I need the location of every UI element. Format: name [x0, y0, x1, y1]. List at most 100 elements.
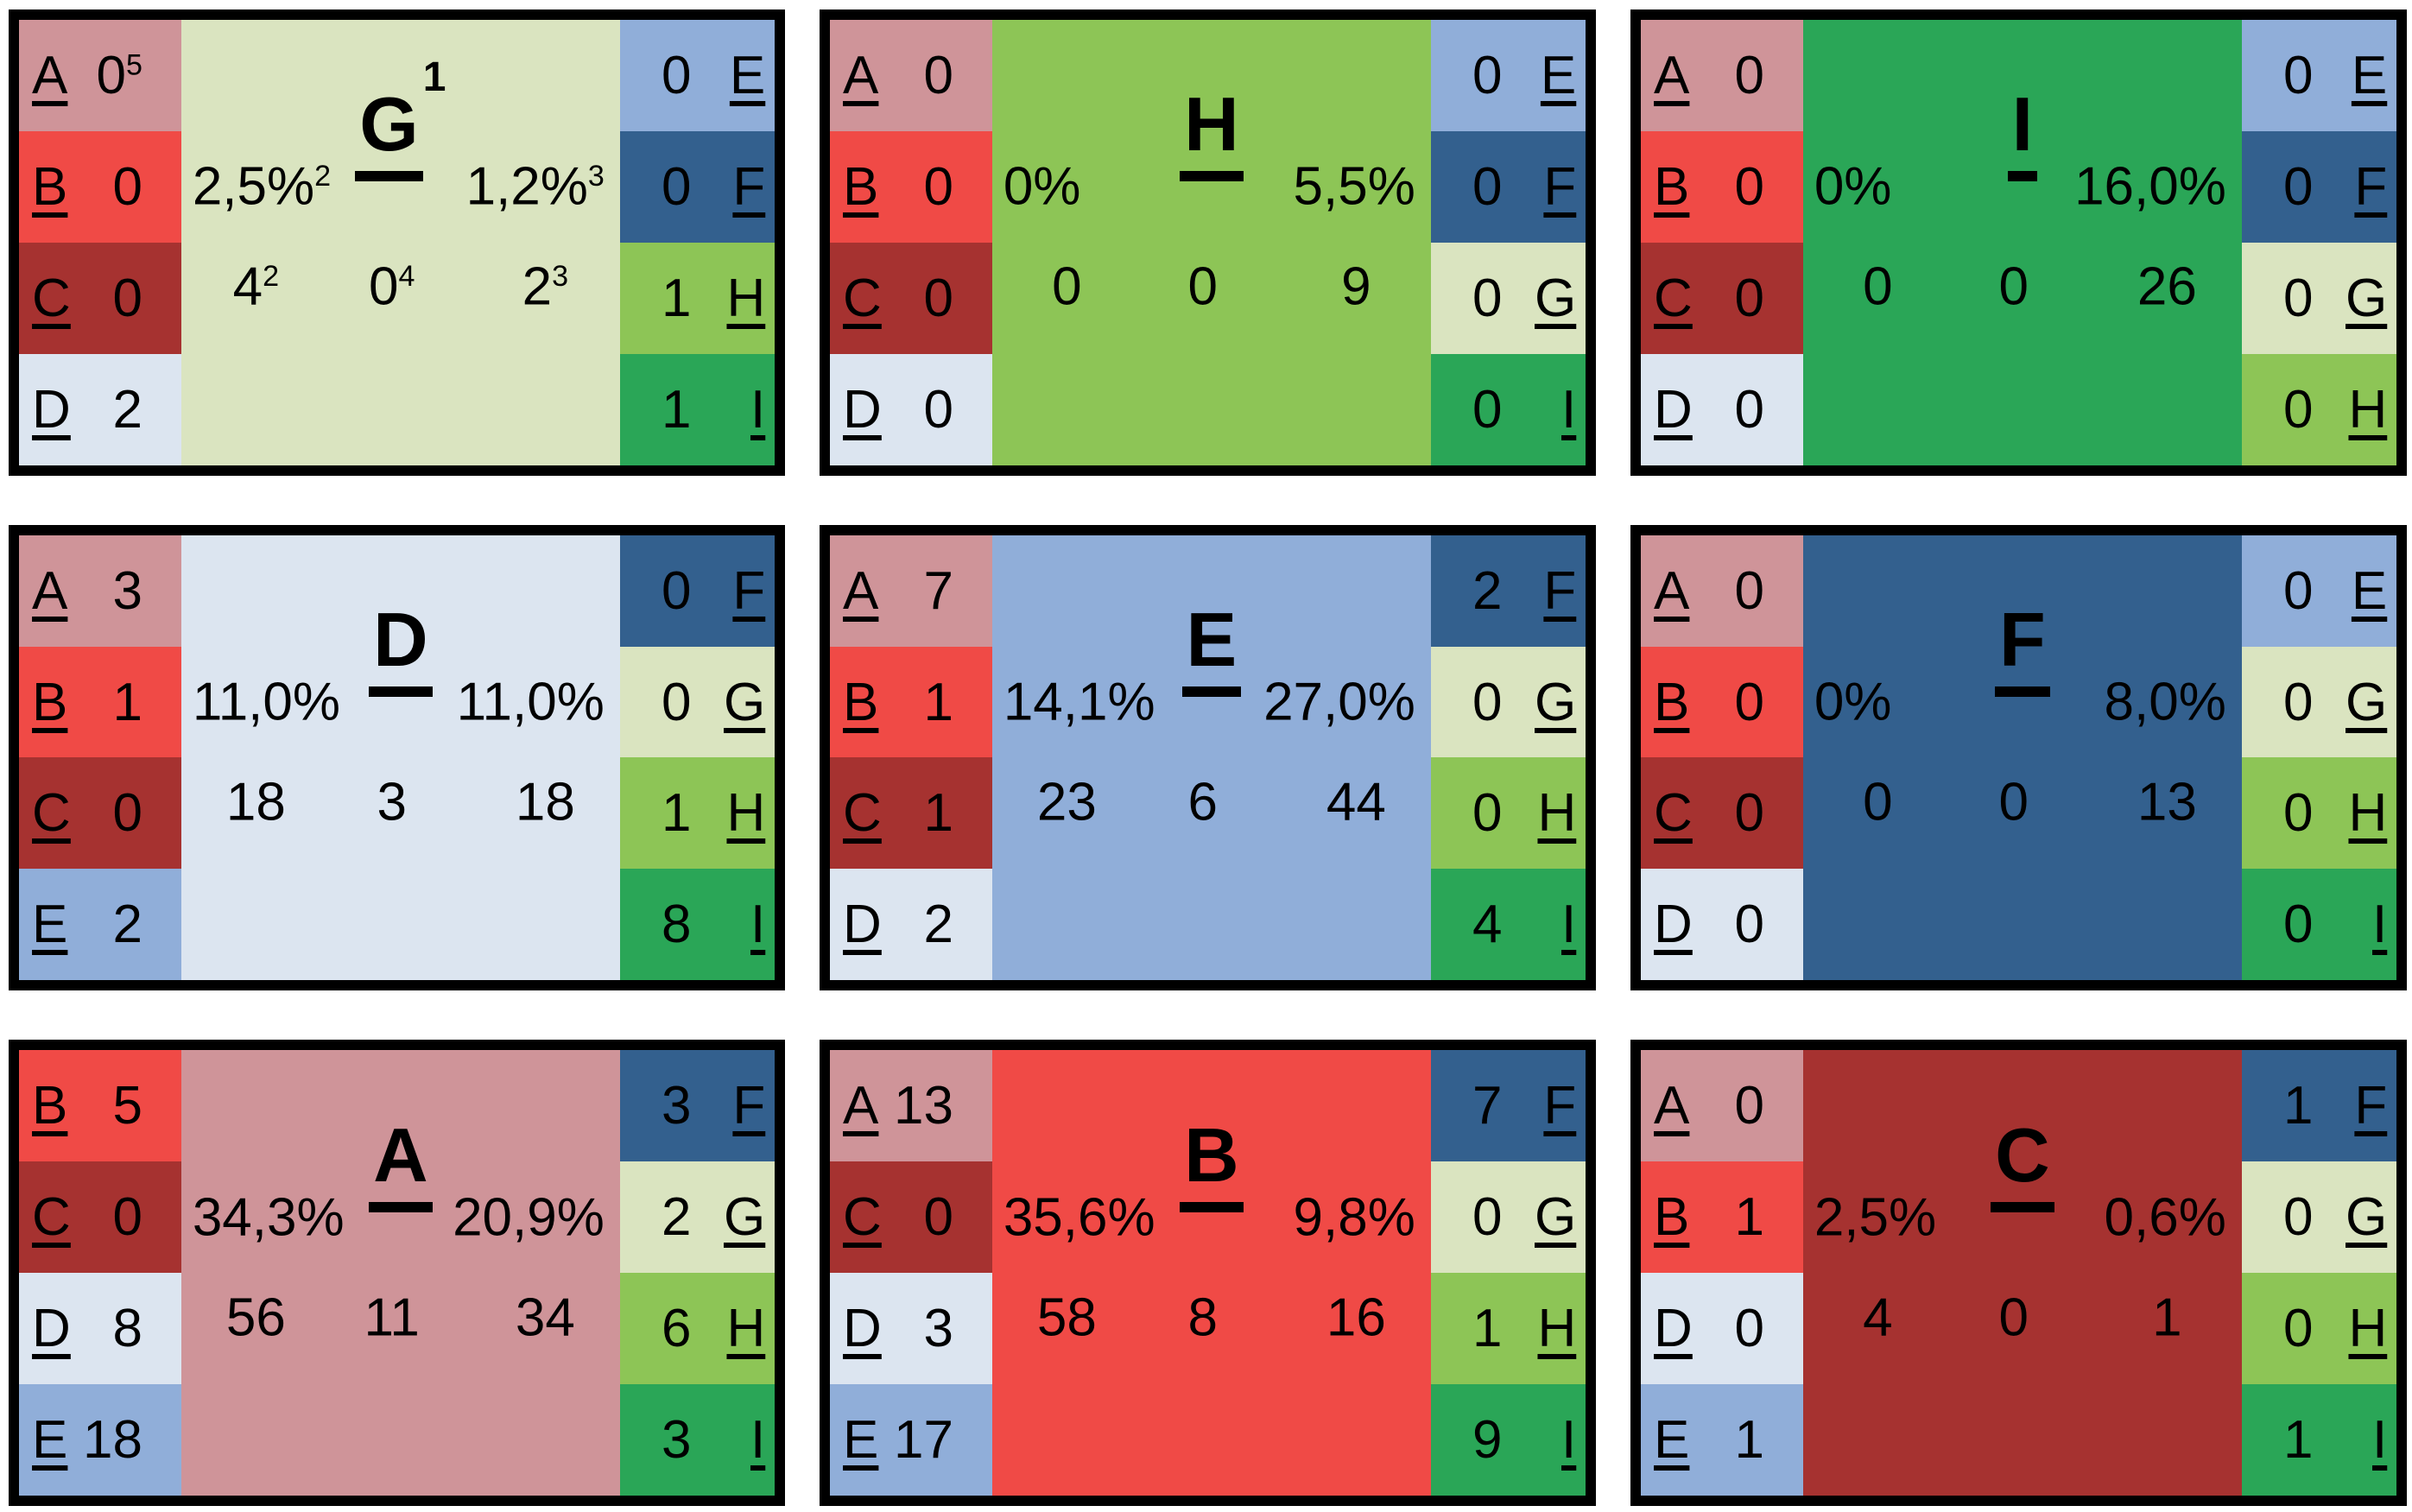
cell-letter: D: [843, 895, 882, 955]
panel-title-wrap: E: [992, 602, 1431, 697]
cell-letter: G: [724, 1187, 766, 1248]
cell-value-text: 0: [662, 45, 692, 105]
cell-value: 0: [1472, 1186, 1502, 1248]
cell-value: 0: [2283, 560, 2313, 622]
panel-A: B 5 C 0 D 8 E 18 A 34,3% 20,9% 56 11 34 3 F 2 G 6 H 3 I: [9, 1040, 785, 1506]
percent-right: 11,0%: [457, 672, 605, 733]
panel-title: F: [1994, 602, 2050, 697]
cell-value-text: 0: [2283, 672, 2314, 732]
percent-left-superscript: 2: [314, 160, 332, 193]
stat-number-1-superscript: 2: [263, 260, 280, 294]
cell-value-text: 0: [1734, 672, 1764, 732]
cell-value: 2: [113, 379, 142, 440]
cell-letter: H: [726, 268, 766, 328]
stat-number-2: 0: [1998, 256, 2028, 318]
percent-right-text: 20,9%: [453, 1187, 605, 1248]
stat-number-3: 23: [522, 256, 568, 318]
cell-letter: F: [1543, 560, 1577, 621]
cell-letter: E: [843, 1410, 879, 1471]
stat-number-2: 04: [369, 256, 415, 318]
stat-number-2: 8: [1187, 1287, 1217, 1348]
cell-value-text: 0: [1734, 156, 1764, 217]
cell-letter: C: [32, 783, 71, 844]
cell-value: 0: [924, 45, 953, 106]
cell-letter: G: [724, 672, 766, 732]
cell-value-text: 0: [2283, 783, 2314, 844]
cell-letter: F: [1543, 156, 1577, 217]
stat-number-1: 4: [1863, 1287, 1892, 1348]
cell-letter: I: [1561, 1410, 1577, 1471]
stat-number-2-text: 0: [369, 256, 399, 317]
stat-number-2: 0: [1998, 1287, 2028, 1348]
cell-value-text: 13: [894, 1076, 953, 1136]
cell-letter: A: [843, 1076, 879, 1136]
cell-value: 0: [113, 1186, 142, 1248]
cell-value-text: 0: [2283, 45, 2314, 105]
stat-number-3: 9: [1341, 256, 1371, 318]
stat-number-1: 18: [226, 772, 286, 833]
cell-letter: G: [2346, 672, 2388, 732]
stat-number-1: 23: [1037, 772, 1097, 833]
cell-value-text: 0: [1472, 783, 1503, 844]
cell-value-text: 0: [112, 156, 142, 217]
panel-G: A 05 B 0 C 0 D 2 G1 2,5%2 1,2%3 42 04 23 0 E 0 F 1 H 1 I: [9, 9, 785, 476]
cell-letter: A: [1654, 45, 1690, 105]
cell-letter: F: [732, 1076, 766, 1136]
cell-value-text: 0: [1734, 783, 1764, 844]
percent-right: 8,0%: [2105, 672, 2226, 733]
cell-value-text: 1: [1734, 1410, 1764, 1471]
percent-left: 34,3%: [193, 1186, 345, 1248]
cell-value: 0: [113, 268, 142, 329]
stat-number-2: 0: [1187, 256, 1217, 318]
cell-value: 8: [113, 1298, 142, 1359]
cell-value: 0: [1472, 782, 1502, 844]
cell-value: 05: [97, 45, 142, 106]
stat-number-1-text: 58: [1036, 1287, 1097, 1348]
percent-left: 2,5%: [1814, 1186, 1936, 1248]
stat-number-3-text: 1: [2152, 1287, 2182, 1348]
cell-value: 17: [894, 1409, 953, 1471]
cell-value-text: 0: [2283, 1299, 2314, 1359]
percent-right-text: 9,8%: [1293, 1187, 1415, 1248]
stat-number-3-text: 2: [522, 256, 553, 317]
cell-value-text: 0: [1734, 1076, 1764, 1136]
percent-left-text: 2,5%: [192, 156, 315, 217]
stat-number-3-superscript: 3: [552, 260, 569, 294]
cell-letter: H: [1537, 1299, 1577, 1359]
cell-value-text: 6: [662, 1299, 692, 1359]
cell-value-text: 4: [1472, 895, 1503, 955]
cell-value: 1: [1735, 1409, 1764, 1471]
stat-number-2-superscript: 4: [398, 260, 415, 294]
cell-value: 13: [894, 1075, 953, 1136]
cell-letter: E: [729, 45, 766, 105]
cell-letter: A: [32, 560, 68, 621]
panel-title: C: [1991, 1117, 2054, 1212]
panel-B: A 13 C 0 D 3 E 17 B 35,6% 9,8% 58 8 16 7 F 0 G 1 H 9 I: [820, 1040, 1596, 1506]
cell-value: 0: [1472, 672, 1502, 733]
cell-value-text: 0: [923, 156, 953, 217]
stat-number-3-text: 16: [1326, 1287, 1386, 1348]
cell-letter: B: [843, 156, 879, 217]
